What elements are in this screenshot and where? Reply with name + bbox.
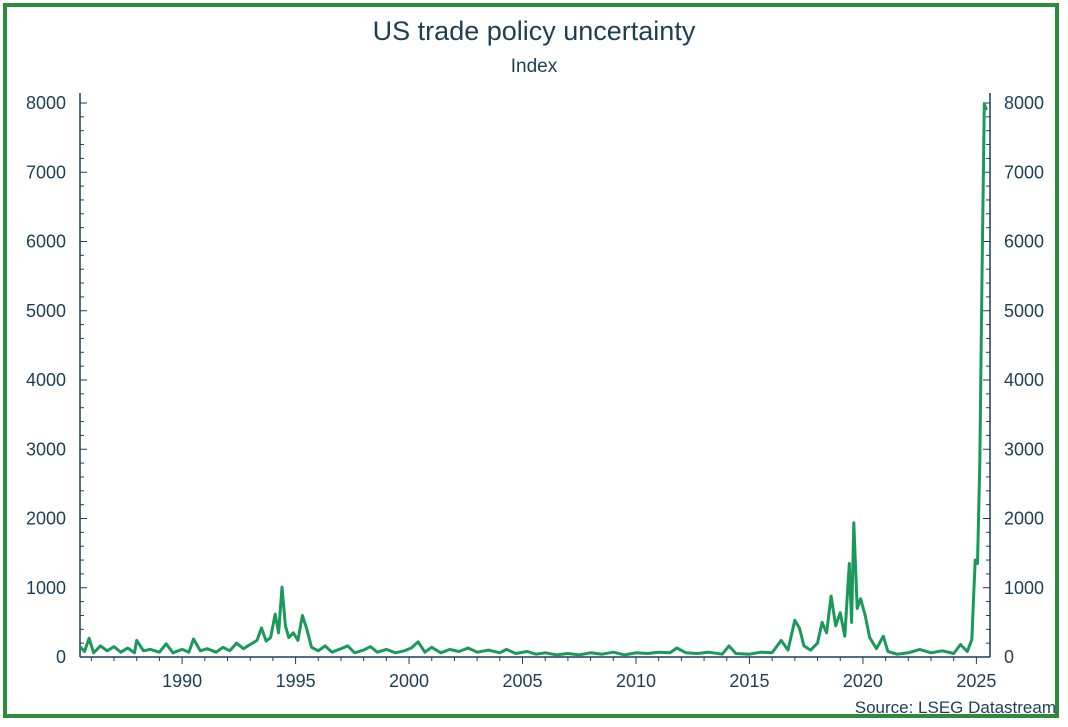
x-axis: 1990 1995 2000 2005 2010 2015 2020 2025 (80, 656, 996, 691)
x-tick-label: 2025 (956, 671, 996, 691)
right-y-tick-label: 1000 (1004, 578, 1044, 598)
left-y-tick-label: 2000 (26, 509, 66, 529)
left-y-tick-label: 5000 (26, 301, 66, 321)
left-y-tick-label: 4000 (26, 370, 66, 390)
x-tick-label: 2020 (843, 671, 883, 691)
left-y-tick-label: 7000 (26, 162, 66, 182)
source-note: Source: LSEG Datastream (854, 698, 1056, 717)
x-tick-label: 1990 (162, 671, 202, 691)
x-tick-label: 2015 (729, 671, 769, 691)
right-y-tick-label: 6000 (1004, 232, 1044, 252)
x-tick-label: 2000 (389, 671, 429, 691)
x-tick-label: 2005 (502, 671, 542, 691)
x-tick-label: 1995 (276, 671, 316, 691)
chart-border (3, 3, 1059, 718)
right-y-tick-label: 7000 (1004, 162, 1044, 182)
left-y-tick-label: 6000 (26, 232, 66, 252)
left-y-tick-label: 3000 (26, 439, 66, 459)
left-y-tick-label: 1000 (26, 578, 66, 598)
left-y-axis: 0 1000 2000 3000 4000 5000 6000 7000 8000 (26, 93, 87, 667)
x-tick-label: 2010 (616, 671, 656, 691)
series-line (78, 102, 988, 657)
right-y-tick-label: 5000 (1004, 301, 1044, 321)
left-y-tick-label: 0 (56, 647, 66, 667)
right-y-tick-label: 3000 (1004, 439, 1044, 459)
left-y-tick-label: 8000 (26, 93, 66, 113)
right-y-tick-label: 0 (1004, 647, 1014, 667)
right-y-tick-label: 4000 (1004, 370, 1044, 390)
right-y-axis: 0 1000 2000 3000 4000 5000 6000 7000 8000 (983, 93, 1044, 667)
chart-title: US trade policy uncertainty (372, 16, 696, 46)
chart-subtitle: Index (510, 56, 558, 77)
right-y-tick-label: 2000 (1004, 509, 1044, 529)
right-y-tick-label: 8000 (1004, 93, 1044, 113)
